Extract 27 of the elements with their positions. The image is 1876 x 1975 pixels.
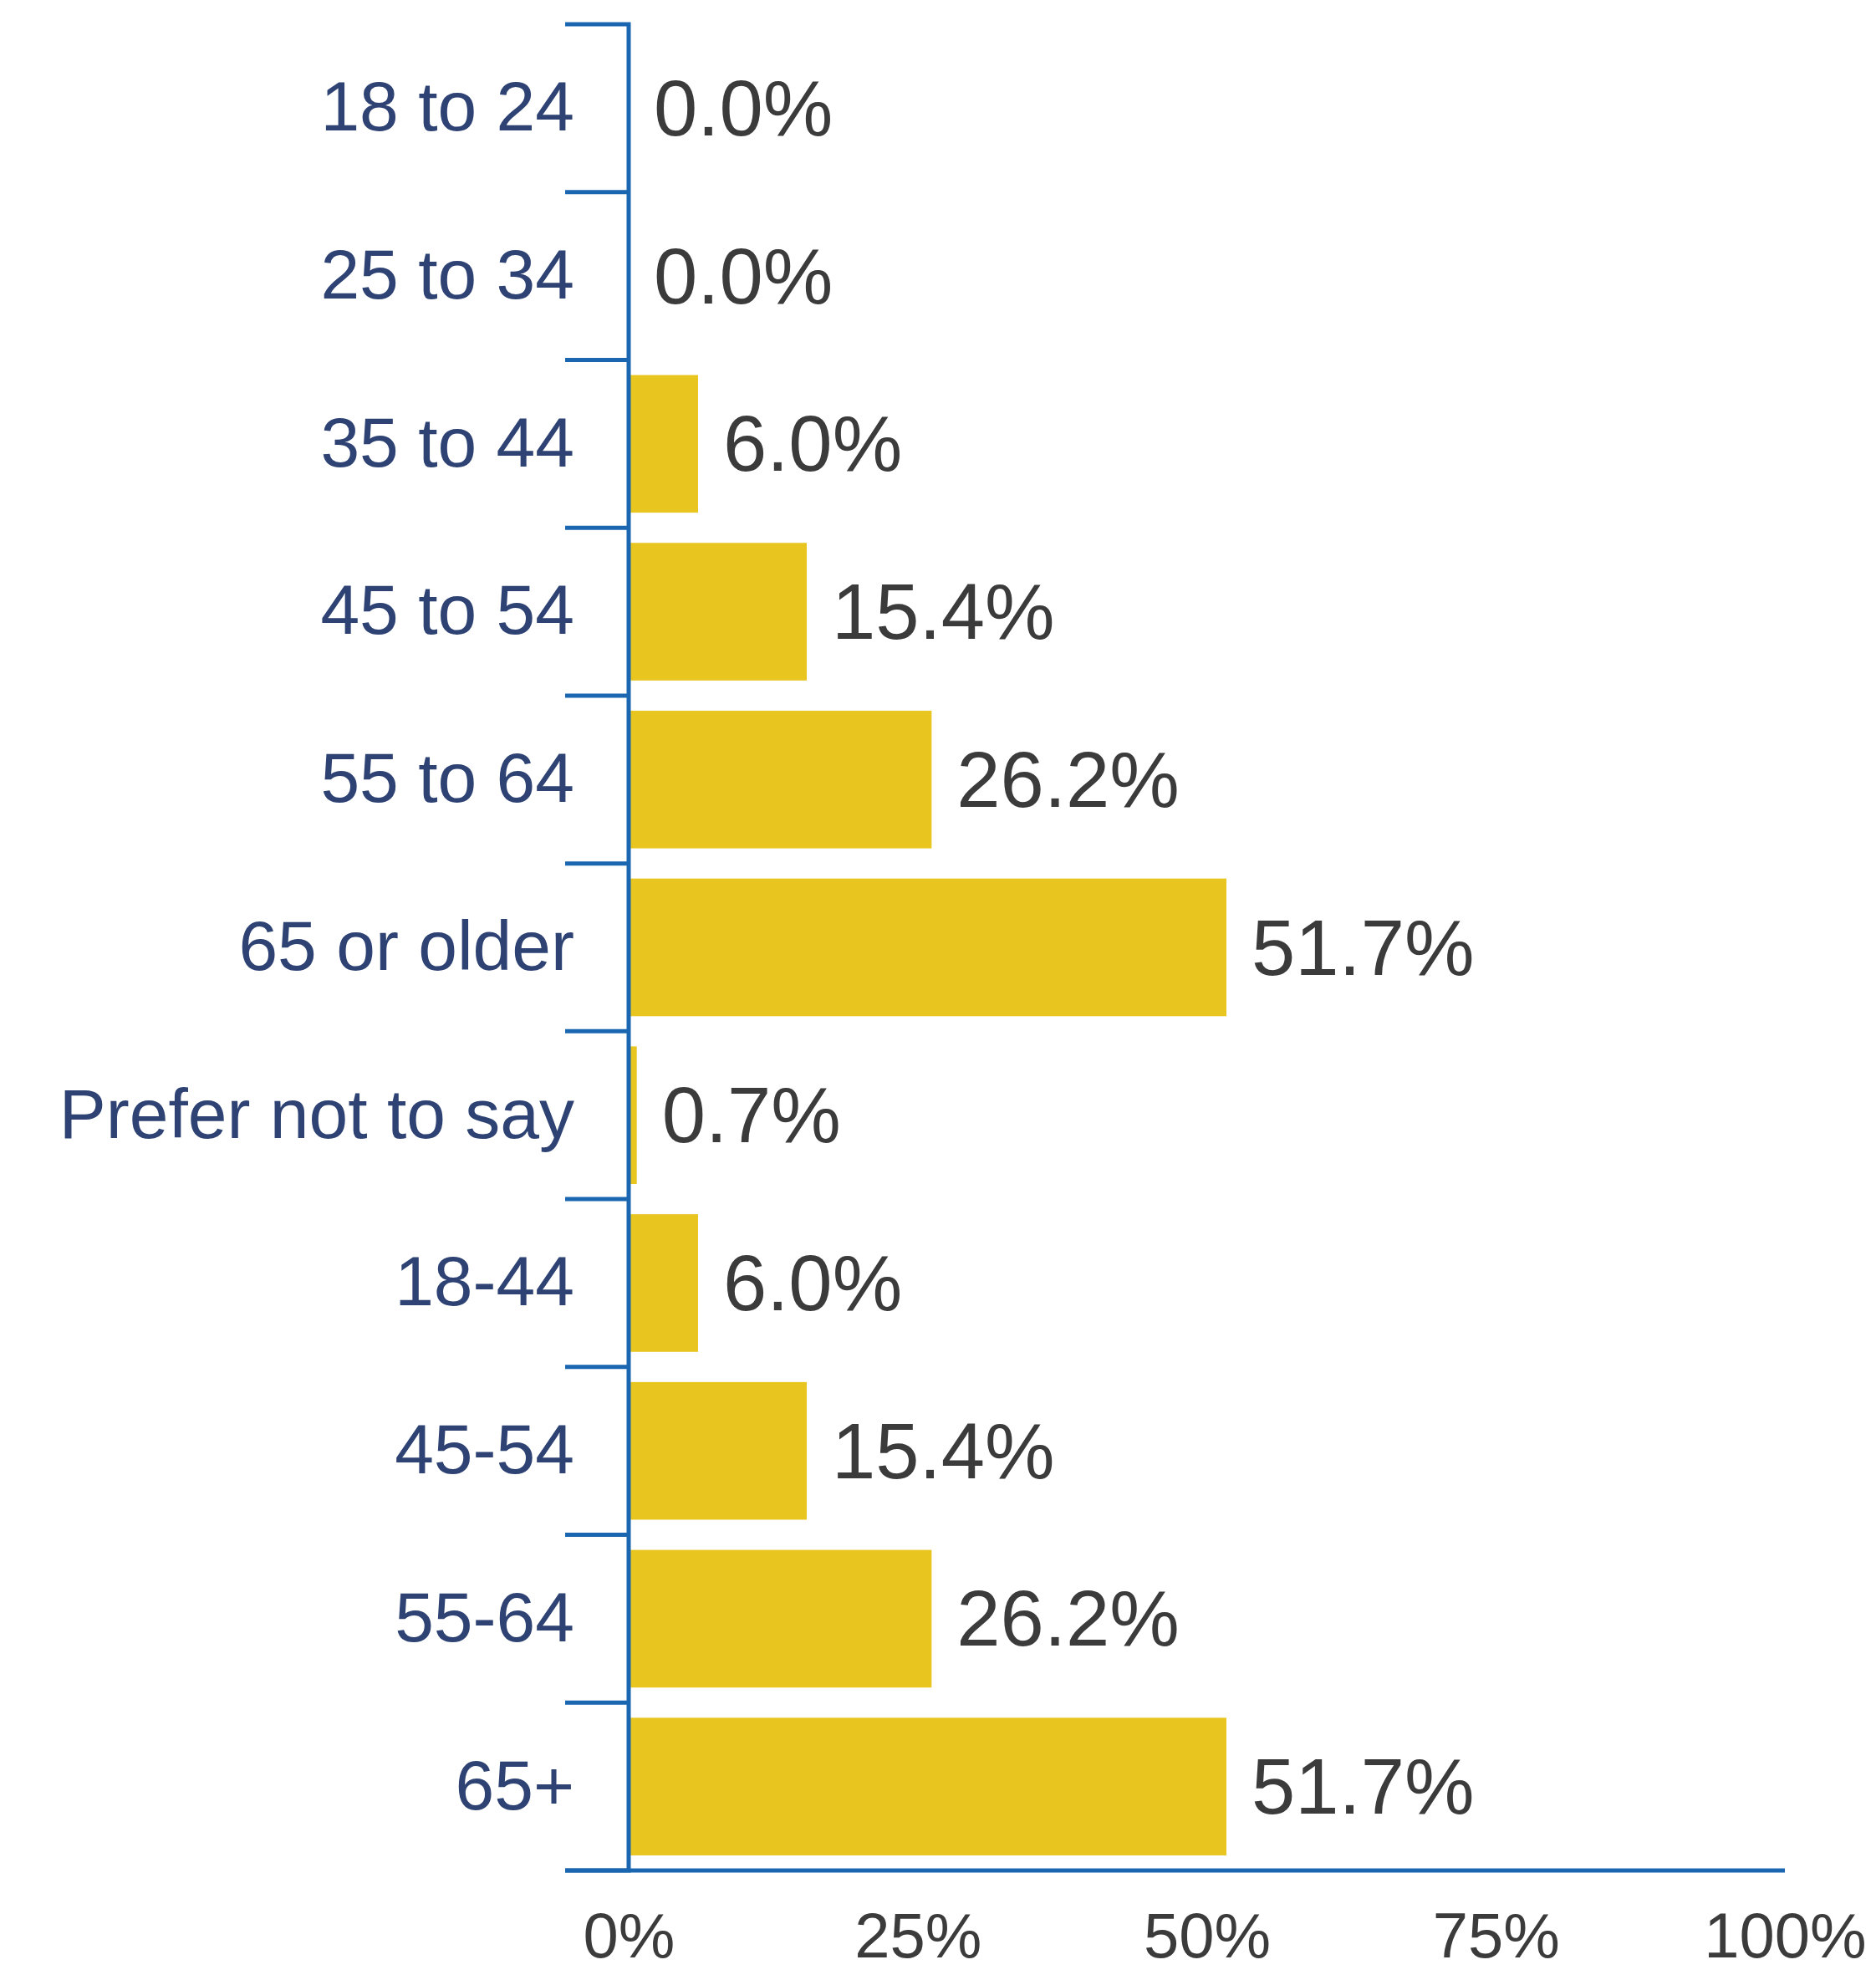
x-tick-label: 25% [854, 1899, 982, 1971]
y-tick-label: 45-54 [395, 1410, 574, 1489]
y-tick-label: 65 or older [238, 906, 574, 985]
data-label: 26.2% [956, 735, 1180, 824]
y-tick-label: 18-44 [395, 1242, 574, 1321]
data-label: 15.4% [831, 568, 1055, 656]
data-label: 0.0% [654, 64, 833, 152]
y-tick-label: Prefer not to say [59, 1074, 574, 1153]
y-tick-label: 35 to 44 [320, 402, 574, 482]
y-tick-label: 25 to 34 [320, 234, 574, 314]
x-tick-label: 50% [1143, 1899, 1272, 1971]
y-tick-label: 45 to 54 [320, 570, 574, 650]
data-label: 15.4% [831, 1406, 1055, 1495]
data-label: 51.7% [1252, 903, 1475, 992]
data-label: 26.2% [956, 1574, 1180, 1663]
x-tick-label: 0% [583, 1899, 675, 1971]
x-tick-label: 100% [1704, 1899, 1867, 1971]
data-label: 6.0% [722, 1238, 903, 1327]
data-label: 0.7% [661, 1071, 841, 1160]
y-tick-label: 65+ [455, 1745, 574, 1824]
data-label: 51.7% [1252, 1743, 1475, 1831]
data-label: 0.0% [654, 232, 833, 320]
data-label: 6.0% [722, 400, 903, 488]
x-tick-label: 75% [1432, 1899, 1560, 1971]
y-tick-label: 55 to 64 [320, 738, 574, 818]
y-tick-label: 18 to 24 [320, 67, 574, 146]
y-tick-label: 55-64 [395, 1577, 574, 1656]
